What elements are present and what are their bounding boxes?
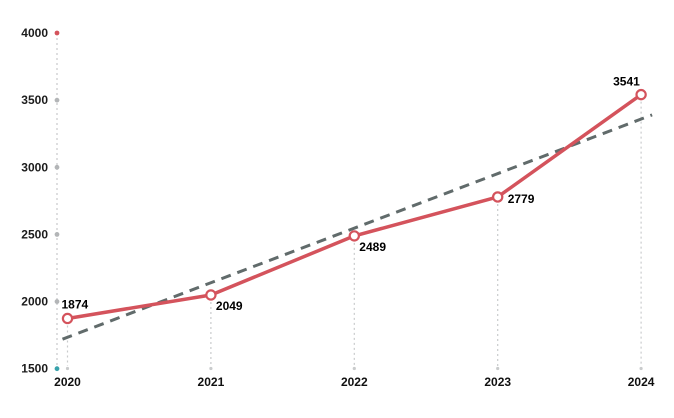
dropline-end-dot [65,366,70,371]
y-tick-dot [54,164,60,170]
y-tick-dot [54,30,60,36]
data-point-marker [61,312,74,325]
x-tick-label: 2020 [54,375,81,389]
data-point-label: 3541 [613,75,640,89]
dropline-end-dot [496,366,500,371]
x-tick-label: 2022 [341,375,368,389]
y-tick-label: 1500 [21,362,48,376]
data-point-label: 2779 [508,192,535,206]
data-point-label: 1874 [62,297,89,311]
y-tick-dot [54,299,60,304]
y-tick-label: 2500 [21,227,48,241]
y-tick-dot [54,97,60,103]
x-tick-label: 2023 [484,375,511,389]
dropline-end-dot [352,366,356,371]
y-tick-label: 3500 [21,93,48,107]
data-point-marker [205,289,217,301]
dropline-end-dot [639,366,643,371]
x-tick-label: 2024 [628,375,655,389]
y-tick-label: 3000 [21,160,48,174]
data-point-marker [492,191,504,203]
data-point-marker [635,88,647,101]
series-line [65,92,643,321]
y-tick-label: 2000 [21,295,48,309]
dropline-end-dot [209,366,213,371]
y-tick-dot [54,366,60,372]
data-point-label: 2049 [216,299,243,313]
data-point-marker [348,230,360,242]
x-tick-label: 2021 [198,375,225,389]
y-tick-dot [54,232,60,237]
y-tick-label: 4000 [21,26,48,40]
data-point-label: 2489 [359,240,386,254]
